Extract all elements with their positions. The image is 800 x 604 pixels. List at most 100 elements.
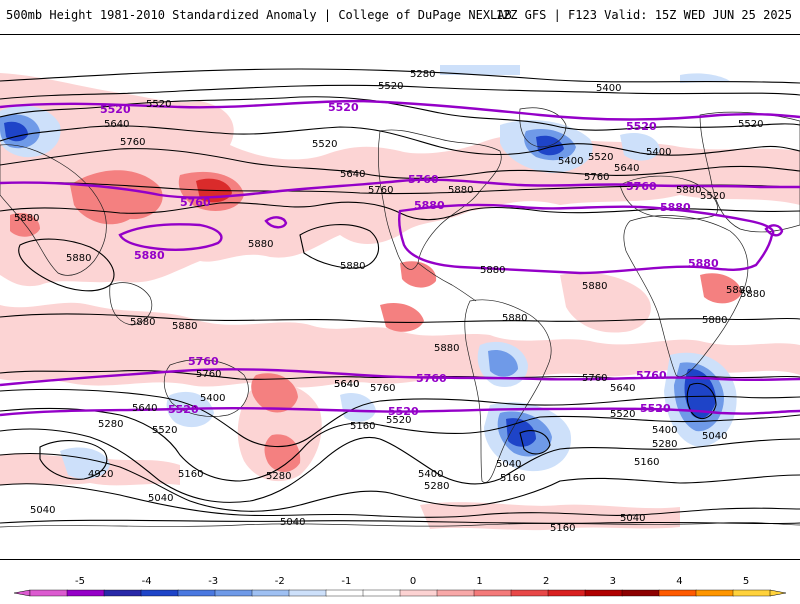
scale-swatch: [29, 589, 68, 597]
purple-contour: [0, 406, 800, 417]
contour-label: 5880: [14, 213, 39, 224]
scale-swatch: [399, 589, 438, 597]
contour-label: 5880: [726, 285, 751, 296]
scale-swatch: [695, 589, 734, 597]
contour-line: [0, 388, 800, 448]
scale-swatch: [251, 589, 290, 597]
scale-swatch: [473, 589, 512, 597]
anomaly-area: [60, 447, 110, 480]
contour-line: [686, 383, 717, 420]
anomaly-area: [380, 302, 424, 332]
contour-label: 5880: [66, 253, 91, 264]
contour-label: 5760: [370, 383, 395, 394]
contour-label: 5400: [558, 156, 583, 167]
contour-label: 5280: [410, 69, 435, 80]
contour-line: [0, 483, 800, 518]
contour-label: 5520: [588, 152, 613, 163]
anomaly-area: [488, 349, 518, 377]
scale-tick-label: -3: [208, 576, 218, 587]
purple-contour: [764, 224, 784, 237]
contour-label: 5640: [334, 379, 359, 390]
purple-contour: [118, 223, 223, 251]
scale-tick-label: 5: [743, 576, 749, 587]
contour-label: 5040: [30, 505, 55, 516]
contour-label: 5160: [550, 523, 575, 534]
contour-label: 5280: [424, 481, 449, 492]
purple-label: 5760: [188, 355, 219, 368]
scale-swatch: [214, 589, 253, 597]
scale-swatch: [288, 589, 327, 597]
contour-label: 5040: [620, 513, 645, 524]
contour-label: 5880: [130, 317, 155, 328]
purple-label: 5760: [180, 196, 211, 209]
scale-swatch: [103, 589, 142, 597]
contour-label: 5880: [480, 265, 505, 276]
scale-swatch: [584, 589, 623, 597]
coastline-central-america: [417, 262, 477, 302]
scale-swatch: [621, 589, 660, 597]
purple-label: 5880: [688, 257, 719, 270]
contour-label: 5640: [104, 119, 129, 130]
contour-line: [0, 452, 800, 512]
scale-swatch: [510, 589, 549, 597]
contour-label: 5760: [120, 137, 145, 148]
scale-swatch: [177, 589, 216, 597]
anomaly-map: 5280 5520 5400 5520 5640 5520 5760 5640 …: [0, 34, 800, 560]
scale-arrow-high: [769, 589, 787, 597]
scale-tick-labels: -5 -4 -3 -2 -1 0 1 2 3 4 5: [75, 576, 749, 587]
contour-line: [0, 125, 800, 156]
contour-label: 5280: [266, 471, 291, 482]
contour-label: 5400: [652, 425, 677, 436]
contour-label: 5520: [700, 191, 725, 202]
coastline-greenland: [519, 107, 567, 148]
map-title: 500mb Height 1981-2010 Standardized Anom…: [6, 8, 512, 22]
purple-label: 5760: [626, 180, 657, 193]
scale-swatch: [547, 589, 586, 597]
scale-tick-label: -1: [341, 576, 351, 587]
purple-label: 5520: [168, 403, 199, 416]
scale-swatch: [732, 589, 771, 597]
contour-label: 5760: [582, 373, 607, 384]
purple-label: 5880: [660, 201, 691, 214]
contour-label: 4920: [88, 469, 113, 480]
purple-contour: [398, 203, 775, 275]
highlight-contours: [0, 99, 800, 417]
scale-swatch: [362, 589, 401, 597]
contour-label: 5400: [596, 83, 621, 94]
contour-line: [0, 84, 800, 100]
contour-line: [0, 68, 800, 84]
anomaly-area: [264, 434, 301, 472]
contour-label: 5520: [152, 425, 177, 436]
scale-tick-label: 1: [476, 576, 482, 587]
contour-label: 5880: [676, 185, 701, 196]
contour-line: [0, 519, 800, 525]
contour-line: [18, 238, 115, 292]
anomaly-color-scale: -5 -4 -3 -2 -1 0 1 2 3 4 5: [0, 566, 800, 600]
contour-label: 5280: [652, 439, 677, 450]
purple-contour-labels: 5520 5520 5520 5760 5760 5760 5880 5880 …: [100, 101, 719, 418]
contour-label: 5160: [178, 469, 203, 480]
purple-label: 5760: [408, 173, 439, 186]
color-scale-canvas: -5 -4 -3 -2 -1 0 1 2 3 4 5: [13, 576, 787, 597]
coastline-south-america: [464, 299, 552, 483]
header: 500mb Height 1981-2010 Standardized Anom…: [0, 0, 800, 32]
contour-line: [39, 440, 108, 480]
scale-swatch: [140, 589, 179, 597]
scale-swatch: [66, 589, 105, 597]
contour-label: 5760: [368, 185, 393, 196]
anomaly-area: [0, 302, 800, 388]
anomaly-area: [400, 261, 437, 288]
anomaly-area: [440, 65, 520, 75]
contour-label: 5280: [98, 419, 123, 430]
contour-label: 5640: [132, 403, 157, 414]
map-canvas: 5280 5520 5400 5520 5640 5520 5760 5640 …: [0, 65, 800, 534]
purple-label: 5760: [636, 369, 667, 382]
contour-label: 5400: [418, 469, 443, 480]
scale-color-bar: [13, 589, 787, 597]
scale-swatch: [325, 589, 364, 597]
contour-label: 5880: [448, 185, 473, 196]
contour-line: [0, 313, 800, 323]
anomaly-area: [560, 272, 651, 333]
contour-label: 5880: [582, 281, 607, 292]
contour-label: 5400: [200, 393, 225, 404]
